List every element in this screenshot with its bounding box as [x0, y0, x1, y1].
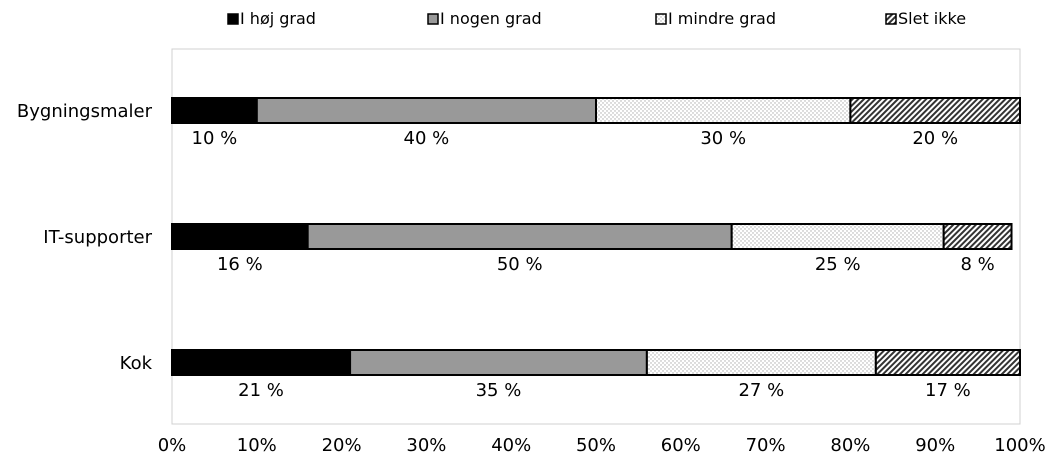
legend-label-i-mindre-grad: I mindre grad — [668, 9, 776, 28]
legend-label-i-nogen-grad: I nogen grad — [440, 9, 542, 28]
x-tick-label: 20% — [322, 435, 362, 456]
data-label-kok-i-mindre-grad: 27 % — [738, 380, 784, 401]
data-label-it-supporter-slet-ikke: 8 % — [960, 254, 994, 275]
bar-kok-i-nogen-grad — [349, 349, 648, 376]
x-tick-label: 90% — [915, 435, 955, 456]
category-label-kok: Kok — [120, 353, 153, 374]
data-label-kok-slet-ikke: 17 % — [925, 380, 971, 401]
x-tick-label: 50% — [576, 435, 616, 456]
x-tick-label: 10% — [237, 435, 277, 456]
legend-swatch-i-h-j-grad — [227, 13, 239, 25]
legend-swatch-slet-ikke — [885, 13, 897, 25]
bar-it-supporter-i-h-j-grad — [171, 223, 309, 250]
bar-kok-i-mindre-grad — [645, 349, 877, 376]
x-tick-label: 80% — [830, 435, 870, 456]
x-tick-label: 30% — [406, 435, 446, 456]
x-tick-label: 100% — [994, 435, 1045, 456]
data-label-bygningsmaler-slet-ikke: 20 % — [912, 128, 958, 149]
category-label-bygningsmaler: Bygningsmaler — [17, 101, 153, 122]
legend-swatch-i-nogen-grad — [427, 13, 439, 25]
bar-kok-i-h-j-grad — [171, 349, 352, 376]
x-tick-label: 40% — [491, 435, 531, 456]
bar-it-supporter-i-nogen-grad — [306, 223, 733, 250]
legend-swatch-i-mindre-grad — [655, 13, 667, 25]
category-labels: Bygningsmaler IT-supporter Kok — [17, 101, 153, 374]
data-label-it-supporter-i-nogen-grad: 50 % — [497, 254, 543, 275]
x-axis-ticks: 0% 10% 20% 30% 40% 50% 60% 70% 80% 90% 100% — [158, 435, 1046, 456]
data-label-bygningsmaler-i-h-j-grad: 10 % — [192, 128, 238, 149]
bar-bygningsmaler-slet-ikke — [849, 97, 1022, 124]
data-label-bygningsmaler-i-mindre-grad: 30 % — [700, 128, 746, 149]
data-label-kok-i-nogen-grad: 35 % — [476, 380, 522, 401]
bars: 10 % 40 % 30 % 20 % 16 % 50 % 25 % 8 % 21 % 35 % 2… — [171, 97, 1022, 401]
legend: I høj grad I nogen grad I mindre grad Slet … — [227, 9, 966, 28]
bar-bygningsmaler-i-mindre-grad — [595, 97, 852, 124]
legend-label-i-h-j-grad: I høj grad — [240, 9, 316, 28]
x-tick-label: 60% — [661, 435, 701, 456]
data-label-bygningsmaler-i-nogen-grad: 40 % — [404, 128, 450, 149]
legend-label-slet-ikke: Slet ikke — [898, 9, 966, 28]
data-label-it-supporter-i-h-j-grad: 16 % — [217, 254, 263, 275]
data-label-it-supporter-i-mindre-grad: 25 % — [815, 254, 861, 275]
bar-bygningsmaler-i-nogen-grad — [255, 97, 597, 124]
category-label-it-supporter: IT-supporter — [43, 227, 152, 248]
bar-bygningsmaler-i-h-j-grad — [171, 97, 258, 124]
bar-kok-slet-ikke — [874, 349, 1022, 376]
x-tick-label: 0% — [158, 435, 187, 456]
data-label-kok-i-h-j-grad: 21 % — [238, 380, 284, 401]
bar-it-supporter-slet-ikke — [942, 223, 1013, 250]
x-tick-label: 70% — [746, 435, 786, 456]
bar-it-supporter-i-mindre-grad — [730, 223, 945, 250]
